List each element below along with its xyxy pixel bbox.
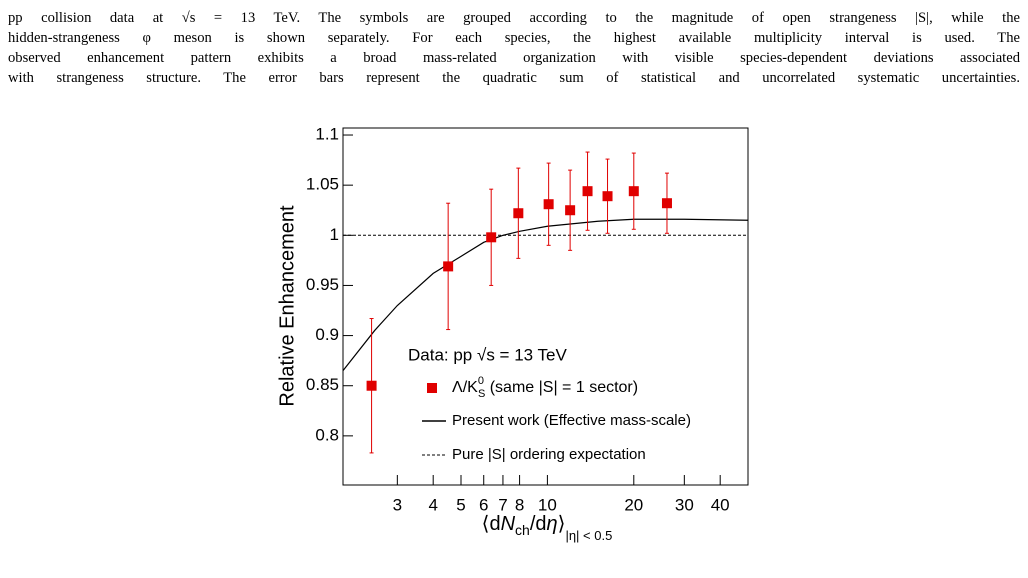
data-point: [486, 232, 497, 243]
legend-label: Λ/K0 S (same |S| = 1 sector): [452, 375, 638, 400]
legend-part: 0: [478, 375, 484, 387]
data-point: [513, 208, 524, 219]
plot-frame: [342, 127, 749, 486]
y-tick-label: 0.9: [315, 325, 339, 344]
x-label-part: |η| < 0.5: [565, 528, 612, 543]
caption: pp collision data at √s = 13 TeV. The sy…: [8, 8, 1020, 88]
y-tick-label: 1.05: [306, 175, 339, 194]
caption-line: with strangeness structure. The error ba…: [8, 70, 1020, 86]
data-point: [443, 261, 454, 272]
x-label-part: /d: [530, 513, 547, 535]
y-tick-label: 0.8: [315, 425, 339, 444]
legend-part: S: [478, 388, 485, 400]
x-label-part: η: [547, 513, 558, 535]
y-tick-label: 1.1: [315, 125, 339, 144]
y-tick-label: 0.95: [306, 275, 339, 294]
x-label-part: ⟨d: [482, 513, 501, 535]
legend-part: Λ/K: [452, 379, 478, 396]
data-point: [543, 199, 554, 210]
x-tick-label: 40: [711, 495, 730, 514]
x-tick-label: 10: [538, 495, 557, 514]
x-label-part: ch: [515, 522, 530, 538]
caption-line: hidden-strangeness φ meson is shown sepa…: [8, 30, 1020, 46]
x-axis-label: ⟨dNch/dη⟩|η| < 0.5: [482, 513, 613, 543]
data-point: [565, 205, 576, 216]
x-label-part: ⟩: [558, 513, 566, 535]
x-tick-label: 30: [675, 495, 694, 514]
y-tick-label: 1: [330, 225, 339, 244]
x-tick-label: 8: [515, 495, 524, 514]
legend-marker: [427, 383, 437, 393]
x-tick-label: 5: [456, 495, 465, 514]
caption-line: observed enhancement pattern exhibits a …: [8, 50, 1020, 66]
data-point: [661, 198, 672, 209]
data-point: [628, 186, 639, 197]
caption-line: pp collision data at √s = 13 TeV. The sy…: [8, 10, 1020, 26]
x-label-part: N: [501, 513, 516, 535]
x-tick-label: 20: [624, 495, 643, 514]
x-tick-label: 4: [428, 495, 437, 514]
data-point: [582, 186, 593, 197]
x-tick-label: 3: [393, 495, 402, 514]
x-tick-label: 6: [479, 495, 488, 514]
y-axis-label: Relative Enhancement: [276, 205, 298, 407]
data-point: [602, 191, 613, 202]
legend-label: Present work (Effective mass-scale): [452, 412, 691, 429]
legend-part: (same |S| = 1 sector): [485, 379, 638, 396]
data-point: [366, 380, 377, 391]
legend-title: Data: pp √s = 13 TeV: [408, 345, 567, 364]
legend-label: Pure |S| ordering expectation: [452, 446, 646, 463]
y-tick-label: 0.85: [306, 375, 339, 394]
x-tick-label: 7: [498, 495, 507, 514]
